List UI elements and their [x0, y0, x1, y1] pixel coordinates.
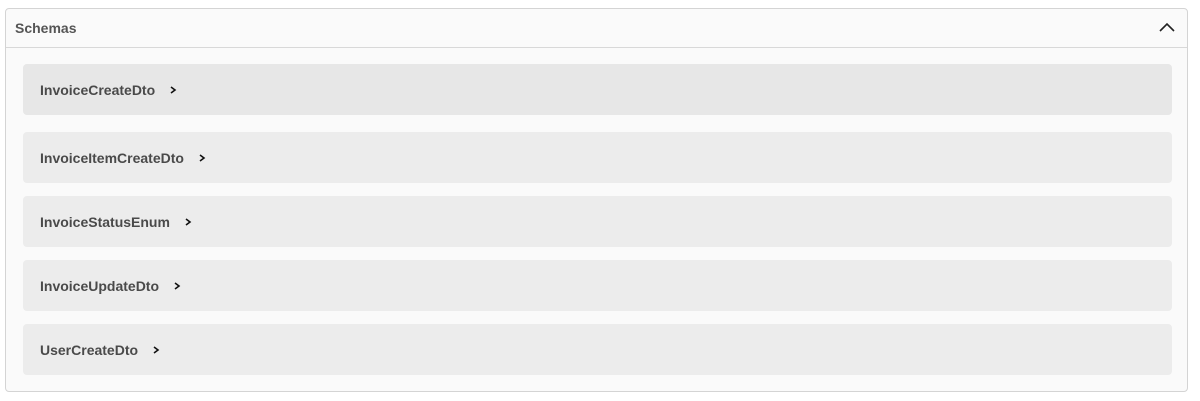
schema-name: InvoiceItemCreateDto [40, 149, 184, 166]
schemas-header[interactable]: Schemas [6, 9, 1187, 48]
chevron-right-icon [174, 281, 181, 290]
chevron-right-icon [153, 345, 160, 354]
chevron-right-icon [199, 153, 206, 162]
schema-item[interactable]: InvoiceStatusEnum [23, 196, 1172, 247]
chevron-right-icon [185, 217, 192, 226]
schema-name: UserCreateDto [40, 341, 139, 358]
chevron-up-icon[interactable] [1157, 18, 1177, 38]
schema-name: InvoiceCreateDto [40, 81, 156, 98]
schema-name: InvoiceUpdateDto [40, 277, 160, 294]
schema-item[interactable]: InvoiceCreateDto [23, 64, 1172, 115]
schema-item[interactable]: UserCreateDto [23, 324, 1172, 375]
chevron-right-icon [170, 85, 177, 94]
schema-item[interactable]: InvoiceUpdateDto [23, 260, 1172, 311]
schemas-section: Schemas InvoiceCreateDto InvoiceItemCrea… [5, 8, 1188, 392]
section-title: Schemas [15, 20, 77, 36]
schema-item[interactable]: InvoiceItemCreateDto [23, 132, 1172, 183]
schema-name: InvoiceStatusEnum [40, 213, 170, 230]
